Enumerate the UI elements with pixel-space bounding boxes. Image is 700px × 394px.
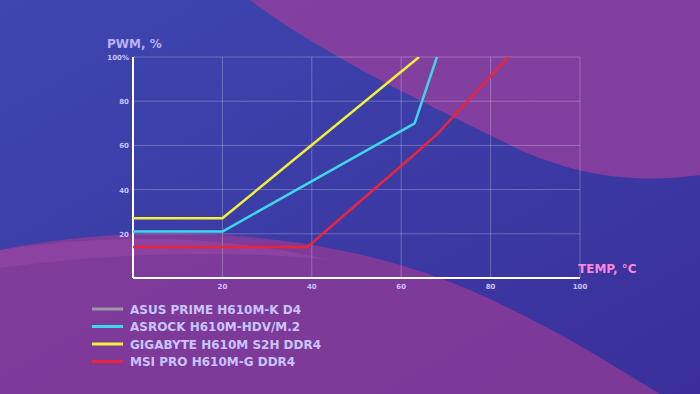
grid (133, 57, 580, 278)
y-axis-title: PWM, % (107, 37, 162, 51)
legend-swatch (92, 360, 123, 363)
y-axis (132, 57, 134, 278)
grid-line (133, 233, 580, 234)
legend-swatch (92, 308, 123, 311)
grid-line (580, 57, 581, 278)
bg-wave (0, 234, 660, 394)
grid-line (222, 57, 223, 278)
background (0, 0, 700, 394)
legend-label: ASROCK H610M-HDV/M.2 (130, 320, 300, 334)
series-group (133, 57, 508, 247)
legend-swatch (92, 325, 123, 328)
series-line (133, 57, 508, 247)
legend-label: MSI PRO H610M-G DDR4 (130, 355, 295, 369)
bg-wave (250, 0, 700, 179)
x-axis-title: TEMP, °C (578, 262, 637, 276)
legend-label: ASUS PRIME H610M-K D4 (130, 303, 301, 317)
y-tick-label: 100% (107, 54, 129, 62)
grid-line (133, 189, 580, 190)
x-tick-label: 60 (396, 283, 406, 291)
y-tick-label: 80 (119, 98, 129, 106)
y-tick-label: 60 (119, 142, 129, 150)
bg-wave (0, 239, 330, 268)
legend-label: GIGABYTE H610M S2H DDR4 (130, 338, 321, 352)
x-tick-label: 20 (218, 283, 228, 291)
legend: ASUS PRIME H610M-K D4 ASROCK H610M-HDV/M.… (92, 303, 321, 370)
series-line (133, 57, 419, 218)
grid-line (133, 57, 580, 58)
series-line (133, 57, 437, 232)
x-tick-label: 80 (486, 283, 496, 291)
y-tick-label: 20 (119, 231, 129, 239)
x-tick-label: 100 (573, 283, 588, 291)
grid-line (133, 101, 580, 102)
x-tick-label: 40 (307, 283, 317, 291)
grid-line (490, 57, 491, 278)
y-tick-label: 40 (119, 187, 129, 195)
grid-line (133, 145, 580, 146)
x-axis (133, 277, 580, 279)
legend-swatch (92, 343, 123, 346)
